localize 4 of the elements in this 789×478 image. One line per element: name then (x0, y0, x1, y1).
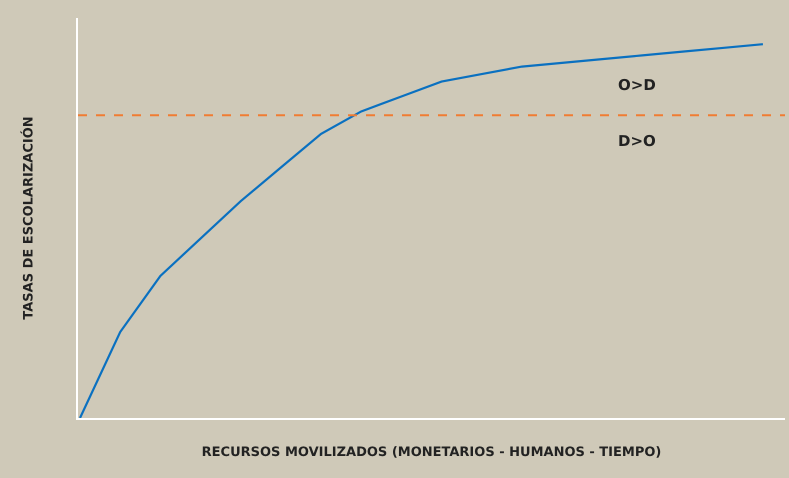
y-axis-title: TASAS DE ESCOLARIZACIÓN (19, 116, 36, 320)
annotation: D>O (618, 132, 656, 150)
annotation: O>D (618, 76, 656, 94)
x-axis-title: RECURSOS MOVILIZADOS (MONETARIOS - HUMANOS - TIEMPO) (202, 445, 662, 460)
